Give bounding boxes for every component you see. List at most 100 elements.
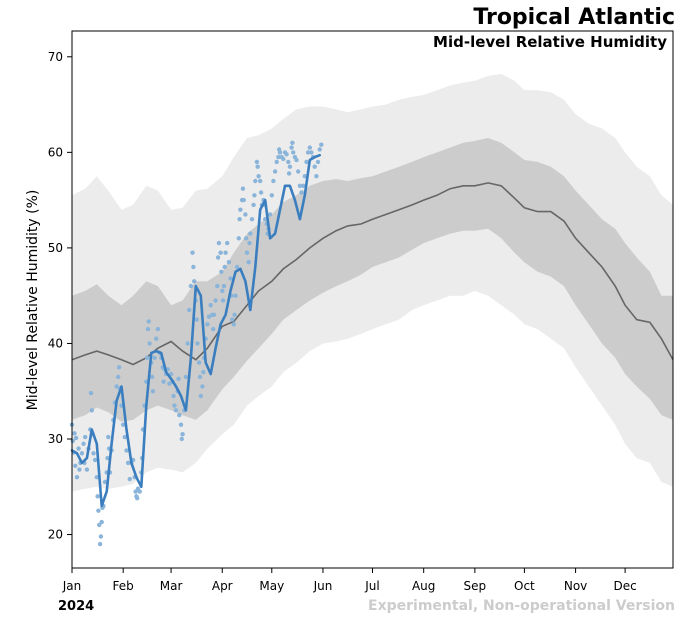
observation-point <box>258 178 263 184</box>
observation-point <box>173 408 179 413</box>
x-tick-label: Nov <box>564 579 587 593</box>
observation-point <box>178 422 184 427</box>
observation-point <box>133 489 138 494</box>
observation-point <box>171 393 176 399</box>
observation-point <box>208 303 213 308</box>
observation-point <box>240 186 246 191</box>
observation-point <box>185 341 190 346</box>
observation-point <box>215 283 220 289</box>
observation-point <box>147 341 152 346</box>
observation-point <box>231 322 236 327</box>
climatology-line-layer <box>71 182 674 366</box>
observation-point <box>95 494 100 499</box>
observation-point <box>255 164 260 169</box>
observation-point <box>286 159 291 165</box>
x-tick-label: Jan <box>62 579 82 593</box>
observation-point <box>247 240 252 246</box>
observation-point <box>191 264 196 270</box>
observation-point <box>213 298 218 303</box>
x-tick-label: Feb <box>113 579 134 593</box>
observation-point <box>244 250 250 255</box>
observation-point <box>211 326 216 332</box>
observation-point <box>272 169 278 174</box>
observation-point <box>220 298 226 303</box>
observation-point <box>304 159 309 165</box>
x-tick-label: Jul <box>364 579 379 593</box>
observation-point <box>172 403 177 408</box>
observation-point <box>222 264 227 270</box>
observation-point <box>248 231 253 236</box>
observation-point <box>215 255 221 260</box>
observation-point <box>315 159 321 165</box>
observation-point <box>251 202 256 208</box>
observation-point <box>299 190 304 195</box>
observation-point <box>220 288 225 294</box>
observation-point <box>116 374 121 380</box>
observation-point <box>244 236 249 241</box>
observation-point <box>125 460 131 466</box>
observation-point <box>228 276 233 281</box>
observation-point <box>241 197 246 203</box>
observation-point <box>225 240 230 246</box>
observation-point <box>76 446 81 451</box>
current-year-line-layer <box>70 153 322 508</box>
observation-point <box>302 174 307 179</box>
observation-point <box>94 475 100 480</box>
observation-point <box>281 156 286 162</box>
observation-point <box>73 435 79 441</box>
observation-point <box>226 260 232 265</box>
observation-point <box>167 381 172 386</box>
observation-point <box>190 250 195 255</box>
climatology-bands <box>72 74 673 492</box>
chart-subtitle: Mid-level Relative Humidity <box>433 33 667 51</box>
observation-point <box>98 534 104 539</box>
observation-points-layer <box>69 140 324 547</box>
observation-point <box>195 341 200 346</box>
observation-point <box>249 217 255 222</box>
y-tick-label: 70 <box>48 50 63 64</box>
observation-point <box>183 374 189 380</box>
observation-point <box>188 283 194 289</box>
observation-point <box>92 457 98 463</box>
y-axis-label: Mid-level Relative Humidity (%) <box>25 190 41 411</box>
observation-point <box>154 336 159 341</box>
observation-point <box>301 183 306 188</box>
observation-point <box>196 360 202 365</box>
x-tick-label: Dec <box>614 579 637 593</box>
observation-point <box>219 269 224 274</box>
observation-point <box>252 193 257 198</box>
observation-point <box>297 183 303 188</box>
observation-point <box>253 178 258 184</box>
observation-point <box>187 307 192 313</box>
observation-point <box>309 150 314 155</box>
observation-point <box>319 142 324 147</box>
x-tick-label: Mar <box>160 579 183 593</box>
observation-point <box>73 463 78 468</box>
observation-point <box>223 250 228 255</box>
x-tick-label: Sep <box>464 579 487 593</box>
observation-point <box>258 190 264 195</box>
observation-point <box>81 441 86 446</box>
observation-point <box>97 522 102 528</box>
observation-point <box>277 150 283 155</box>
watermark-text: Experimental, Non-operational Version <box>368 598 675 614</box>
observation-point <box>194 317 199 322</box>
observation-point <box>254 159 260 165</box>
y-tick-label: 30 <box>48 432 63 446</box>
chart-title: Tropical Atlantic <box>473 5 675 30</box>
observation-point <box>91 451 96 456</box>
x-tick-label: May <box>259 579 284 593</box>
observation-point <box>105 455 110 461</box>
observation-point <box>256 174 261 179</box>
observation-point <box>99 519 104 525</box>
observation-point <box>155 326 161 332</box>
observation-point <box>238 207 243 212</box>
observation-point <box>274 159 279 165</box>
observation-point <box>146 319 151 324</box>
observation-point <box>150 389 156 394</box>
observation-point <box>168 371 174 377</box>
observation-point <box>206 314 212 319</box>
observation-point <box>243 212 248 217</box>
observation-point <box>74 475 80 480</box>
y-axis: 20 30 40 50 60 70 <box>48 50 72 542</box>
